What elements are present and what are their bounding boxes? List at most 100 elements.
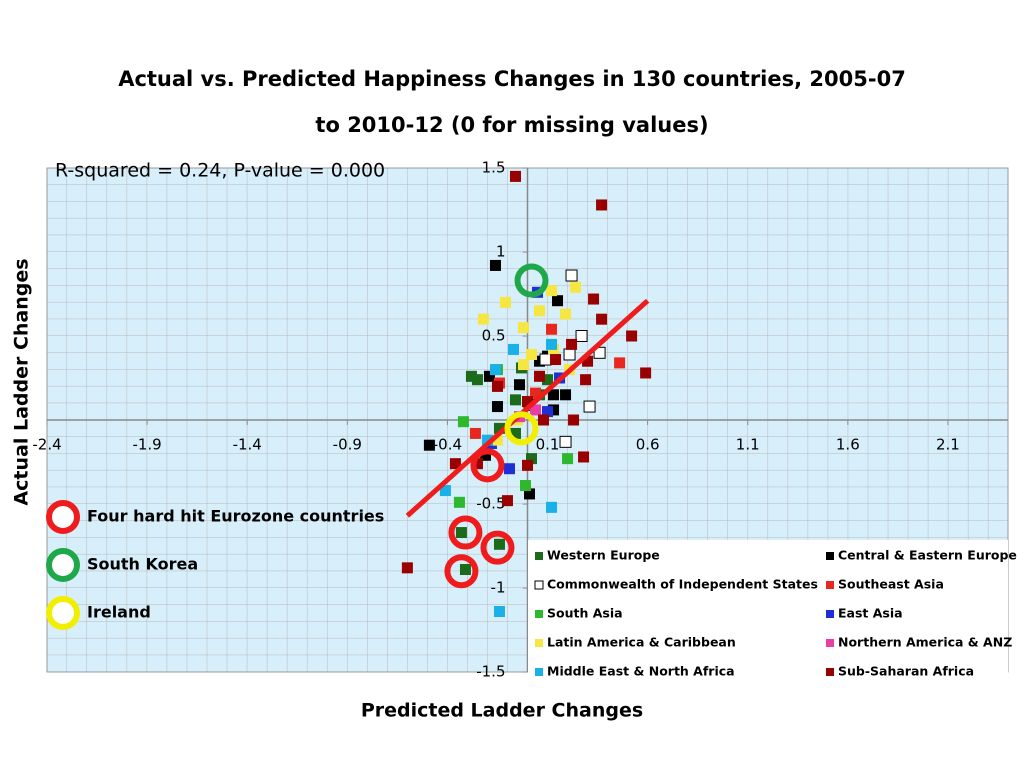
- point: [522, 459, 533, 471]
- point: [493, 538, 505, 550]
- highlight-legend-label: Four hard hit Eurozone countries: [87, 507, 384, 526]
- point: [580, 374, 592, 386]
- point: [449, 458, 461, 470]
- point: [513, 379, 525, 391]
- point: [596, 313, 608, 325]
- highlight-legend-label: South Korea: [87, 555, 198, 574]
- legend-label: Western Europe: [547, 548, 660, 563]
- point: [530, 404, 542, 416]
- y-tick-label: -1.5: [476, 663, 505, 681]
- point: [522, 396, 533, 408]
- point: [481, 434, 493, 446]
- point: [534, 355, 546, 367]
- legend-marker: [826, 581, 834, 589]
- point: [465, 370, 477, 382]
- point: [501, 495, 513, 507]
- point: [491, 401, 503, 413]
- point: [401, 562, 413, 574]
- point: [565, 269, 578, 282]
- highlight-circle: [470, 448, 505, 483]
- chart-title: to 2010-12 (0 for missing values): [315, 113, 708, 137]
- x-tick-label: 0.1: [536, 436, 560, 454]
- y-tick-label: -1: [491, 579, 506, 597]
- point: [509, 394, 521, 406]
- legend-label: East Asia: [838, 606, 903, 621]
- point: [524, 488, 536, 500]
- point: [534, 305, 546, 317]
- point: [546, 323, 558, 335]
- legend-marker: [826, 610, 834, 618]
- point: [560, 389, 572, 401]
- legend-label: Northern America & ANZ: [838, 635, 1012, 650]
- y-tick-label: 1.5: [482, 159, 506, 177]
- legend-marker: [826, 668, 834, 676]
- point: [570, 281, 582, 293]
- point: [499, 296, 511, 308]
- x-tick-label: 1.1: [736, 436, 760, 454]
- y-axis-label: Actual Ladder Changes: [11, 258, 33, 505]
- legend-label: Central & Eastern Europe: [838, 548, 1017, 563]
- point: [455, 527, 467, 539]
- x-tick-label: -1.4: [233, 436, 262, 454]
- point: [489, 364, 501, 376]
- legend-label: Middle East & North Africa: [547, 664, 735, 679]
- highlight-legend-label: Ireland: [87, 603, 151, 622]
- x-tick-label: -1.9: [132, 436, 161, 454]
- point: [614, 357, 626, 369]
- highlight-legend-marker: [46, 500, 80, 534]
- point: [640, 367, 652, 379]
- highlight-circle: [448, 515, 483, 550]
- highlight-legend-marker: [46, 596, 80, 630]
- point: [568, 414, 580, 426]
- point: [439, 485, 451, 497]
- point: [471, 458, 483, 470]
- point: [509, 170, 521, 182]
- point: [423, 439, 435, 451]
- legend-label: Southeast Asia: [838, 577, 944, 592]
- y-tick-label: 1: [496, 243, 506, 261]
- point: [503, 463, 515, 475]
- x-tick-label: 0.6: [636, 436, 660, 454]
- point: [538, 414, 550, 426]
- point: [457, 416, 469, 428]
- point: [534, 370, 546, 382]
- x-tick-label: -2.4: [32, 436, 61, 454]
- fit-line: [405, 298, 650, 518]
- point: [546, 285, 558, 297]
- highlight-legend-marker: [46, 548, 80, 582]
- highlight-circle: [480, 530, 515, 565]
- legend: [528, 540, 1008, 684]
- point: [491, 380, 503, 392]
- point: [477, 313, 489, 325]
- point: [563, 348, 576, 361]
- legend-label: Latin America & Caribbean: [547, 635, 736, 650]
- point: [548, 404, 560, 416]
- legend-marker: [534, 580, 544, 590]
- point: [517, 359, 529, 371]
- legend-marker: [535, 610, 543, 618]
- point: [471, 374, 483, 386]
- point: [530, 387, 542, 399]
- x-tick-label: 2.1: [936, 436, 960, 454]
- point: [491, 434, 503, 446]
- legend-label: Sub-Saharan Africa: [838, 664, 974, 679]
- highlight-circle: [444, 554, 479, 589]
- point: [582, 355, 594, 367]
- point: [546, 501, 558, 513]
- legend-marker: [535, 668, 543, 676]
- point: [596, 199, 608, 211]
- point: [550, 354, 562, 366]
- legend-marker: [826, 639, 834, 647]
- point: [489, 259, 501, 271]
- legend-marker: [535, 552, 543, 560]
- point: [583, 400, 596, 413]
- chart-title: Actual vs. Predicted Happiness Changes i…: [118, 67, 906, 91]
- point: [526, 348, 538, 360]
- highlight-circle: [504, 411, 539, 446]
- point: [562, 453, 574, 465]
- point: [542, 406, 554, 418]
- point: [483, 370, 495, 382]
- y-tick-label: -0.5: [476, 495, 505, 513]
